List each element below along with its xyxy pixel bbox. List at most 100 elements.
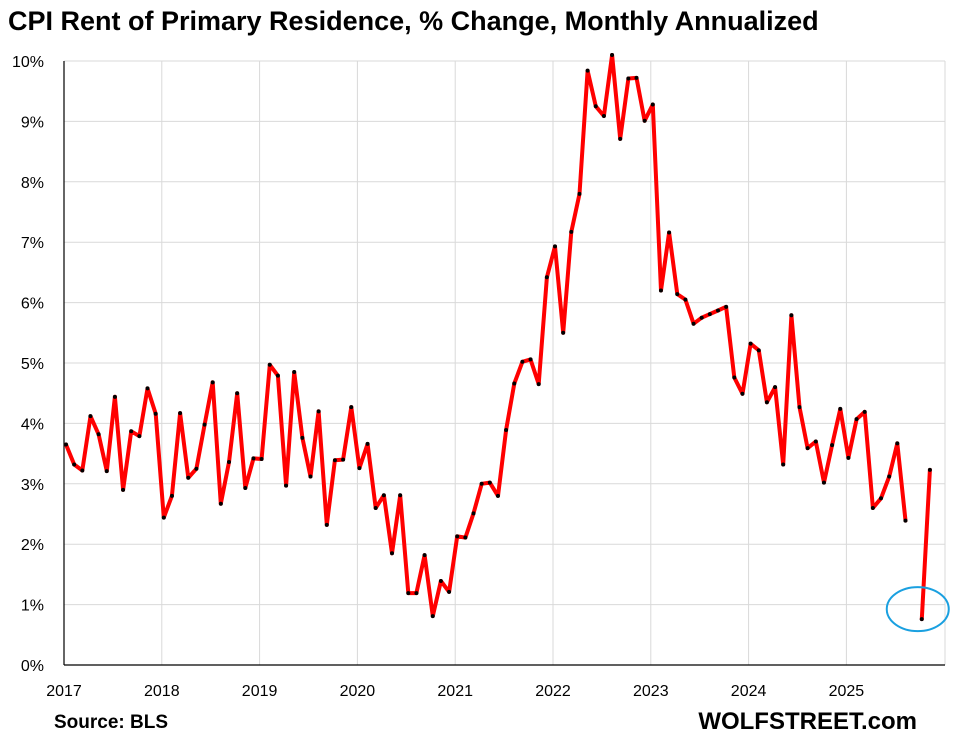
data-point [667,230,672,235]
y-tick-label: 10% [12,54,44,71]
data-point [544,275,549,280]
gridlines [64,60,946,665]
annotation-group [885,586,950,633]
data-point [569,229,574,234]
data-point [528,357,533,362]
data-point [862,409,867,414]
data-point [324,522,329,527]
data-point [724,304,729,309]
data-point [764,400,769,405]
data-point [145,386,150,391]
data-point [789,313,794,318]
data-point [716,308,720,313]
data-point [536,382,541,387]
y-tick-label: 2% [21,537,44,554]
x-tick-label: 2024 [731,683,767,700]
data-point [854,417,859,422]
data-point [658,288,663,293]
x-axis-ticks: 2017 2018 2019 2020 2021 2022 2023 2024 2025 [46,683,864,700]
data-point [593,104,598,109]
axes [63,61,945,666]
data-point [756,348,761,353]
data-point [838,406,843,411]
data-point [487,480,492,485]
brand-label: WOLFSTREET.com [698,708,917,735]
data-point [414,591,419,596]
data-point [903,518,908,523]
data-point [773,385,778,390]
data-point [202,422,207,427]
data-point [813,439,818,444]
x-tick-label: 2019 [242,683,278,700]
data-point [251,456,256,461]
data-point [381,493,386,498]
data-point [292,370,297,375]
y-tick-label: 8% [21,175,44,192]
annotation-ellipse [885,586,950,633]
marker-group [64,52,932,622]
data-point [870,505,875,510]
data-point [422,553,427,558]
data-point [919,617,924,622]
data-point [284,483,289,488]
data-point [740,391,745,396]
data-point [447,589,452,594]
data-point [495,493,500,498]
data-point [601,113,606,118]
series-line [64,53,908,619]
data-point [153,411,158,416]
data-point [332,458,337,463]
data-point [455,534,460,539]
data-point [227,460,231,465]
data-point [683,297,688,302]
data-point [161,515,166,520]
data-point [781,462,786,467]
x-tick-label: 2018 [144,683,180,700]
data-point [577,191,582,196]
y-tick-label: 4% [21,416,44,433]
data-point [699,315,704,320]
data-point [805,446,810,451]
data-point [471,511,476,516]
data-point [235,391,240,396]
data-point [390,551,394,556]
data-point [463,535,468,540]
y-tick-label: 9% [21,114,44,131]
data-point [887,474,892,479]
data-point [341,457,346,462]
data-point [634,75,639,80]
data-point [169,493,174,498]
data-point [308,474,313,479]
x-tick-label: 2025 [829,683,865,700]
chart-title: CPI Rent of Primary Residence, % Change,… [8,6,819,36]
data-point [650,102,655,107]
data-point [642,118,647,123]
x-tick-label: 2020 [340,683,376,700]
data-point [610,52,615,57]
data-point [137,434,142,439]
data-point [895,441,900,446]
data-point [80,468,85,473]
data-point [243,486,248,491]
data-point [748,341,753,346]
data-point [218,501,223,506]
data-point [520,359,525,364]
data-point [373,505,378,510]
data-point [267,362,272,367]
data-point [64,442,68,447]
y-tick-label: 3% [21,477,44,494]
data-point [821,480,826,485]
data-point [316,409,321,414]
data-point [275,373,280,378]
series-line [919,467,932,622]
data-point [88,414,93,419]
data-point [618,136,623,141]
data-point [561,330,566,335]
data-point [626,76,631,81]
data-point [479,481,484,486]
y-tick-label: 5% [21,356,44,373]
x-tick-label: 2017 [46,683,82,700]
y-axis-ticks: 0% 1% 2% 3% 4% 5% 6% 7% 8% 9% 10% [12,54,44,675]
x-tick-label: 2022 [535,683,571,700]
